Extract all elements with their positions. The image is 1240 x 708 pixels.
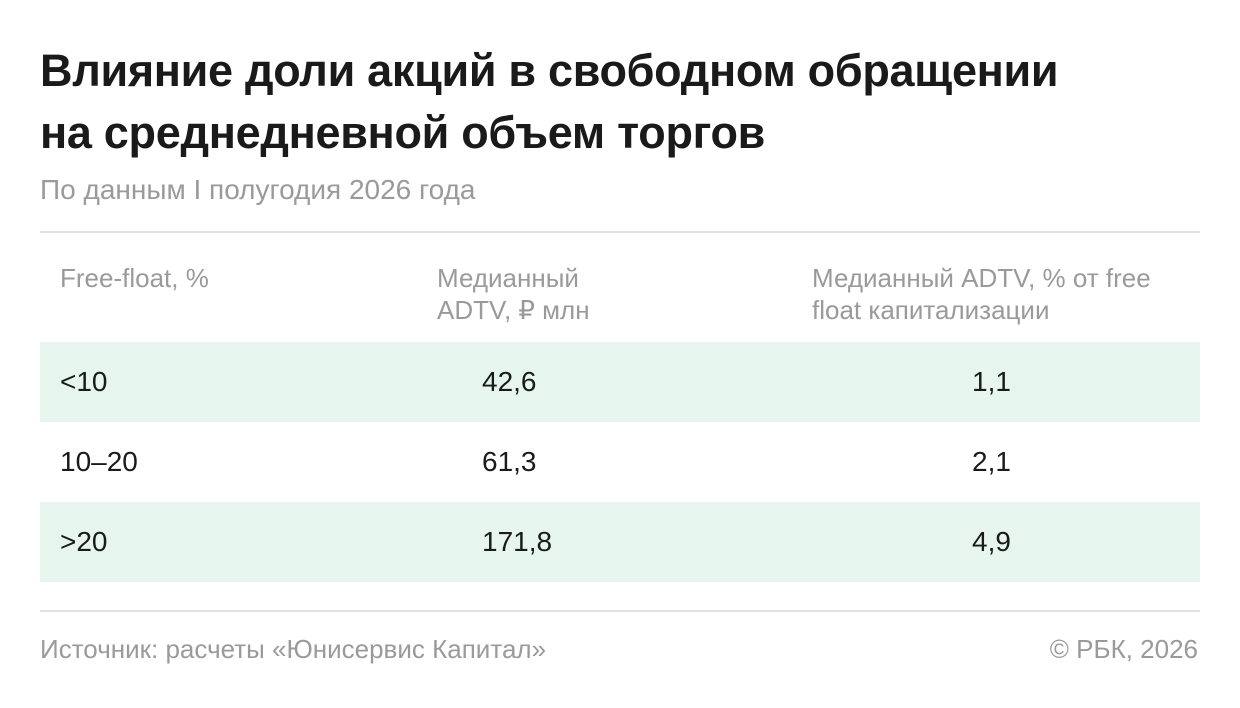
- table-cell: 2,1: [972, 446, 1011, 477]
- copyright: © РБК, 2026: [1049, 634, 1198, 664]
- title-line: Влияние доли акций в свободном обращении: [40, 45, 1059, 96]
- table-cell: 61,3: [482, 446, 537, 477]
- column-header: Медианный ADTV, % от free float капитали…: [812, 263, 1151, 325]
- table-cell: 4,9: [972, 526, 1011, 557]
- divider: [40, 610, 1200, 612]
- subtitle: По данным I полугодия 2026 года: [40, 174, 476, 205]
- title: Влияние доли акций в свободном обращении…: [40, 40, 1059, 164]
- column-header: Медианный ADTV, ₽ млн: [437, 263, 590, 325]
- table-row: <10 42,6 1,1: [40, 342, 1200, 422]
- source: Источник: расчеты «Юнисервис Капитал»: [40, 634, 547, 664]
- column-header: Free-float, %: [60, 263, 209, 293]
- table-row: 10–20 61,3 2,1: [40, 422, 1200, 502]
- table-row: >20 171,8 4,9: [40, 502, 1200, 582]
- table-cell: 42,6: [482, 366, 537, 397]
- table-cell: >20: [60, 526, 108, 557]
- table-cell: 10–20: [60, 446, 138, 477]
- table-cell: 171,8: [482, 526, 553, 557]
- table-cell: 1,1: [972, 366, 1011, 397]
- divider: [40, 231, 1200, 233]
- table-cell: <10: [60, 366, 108, 397]
- title-line: на среднедневной объем торгов: [40, 107, 766, 158]
